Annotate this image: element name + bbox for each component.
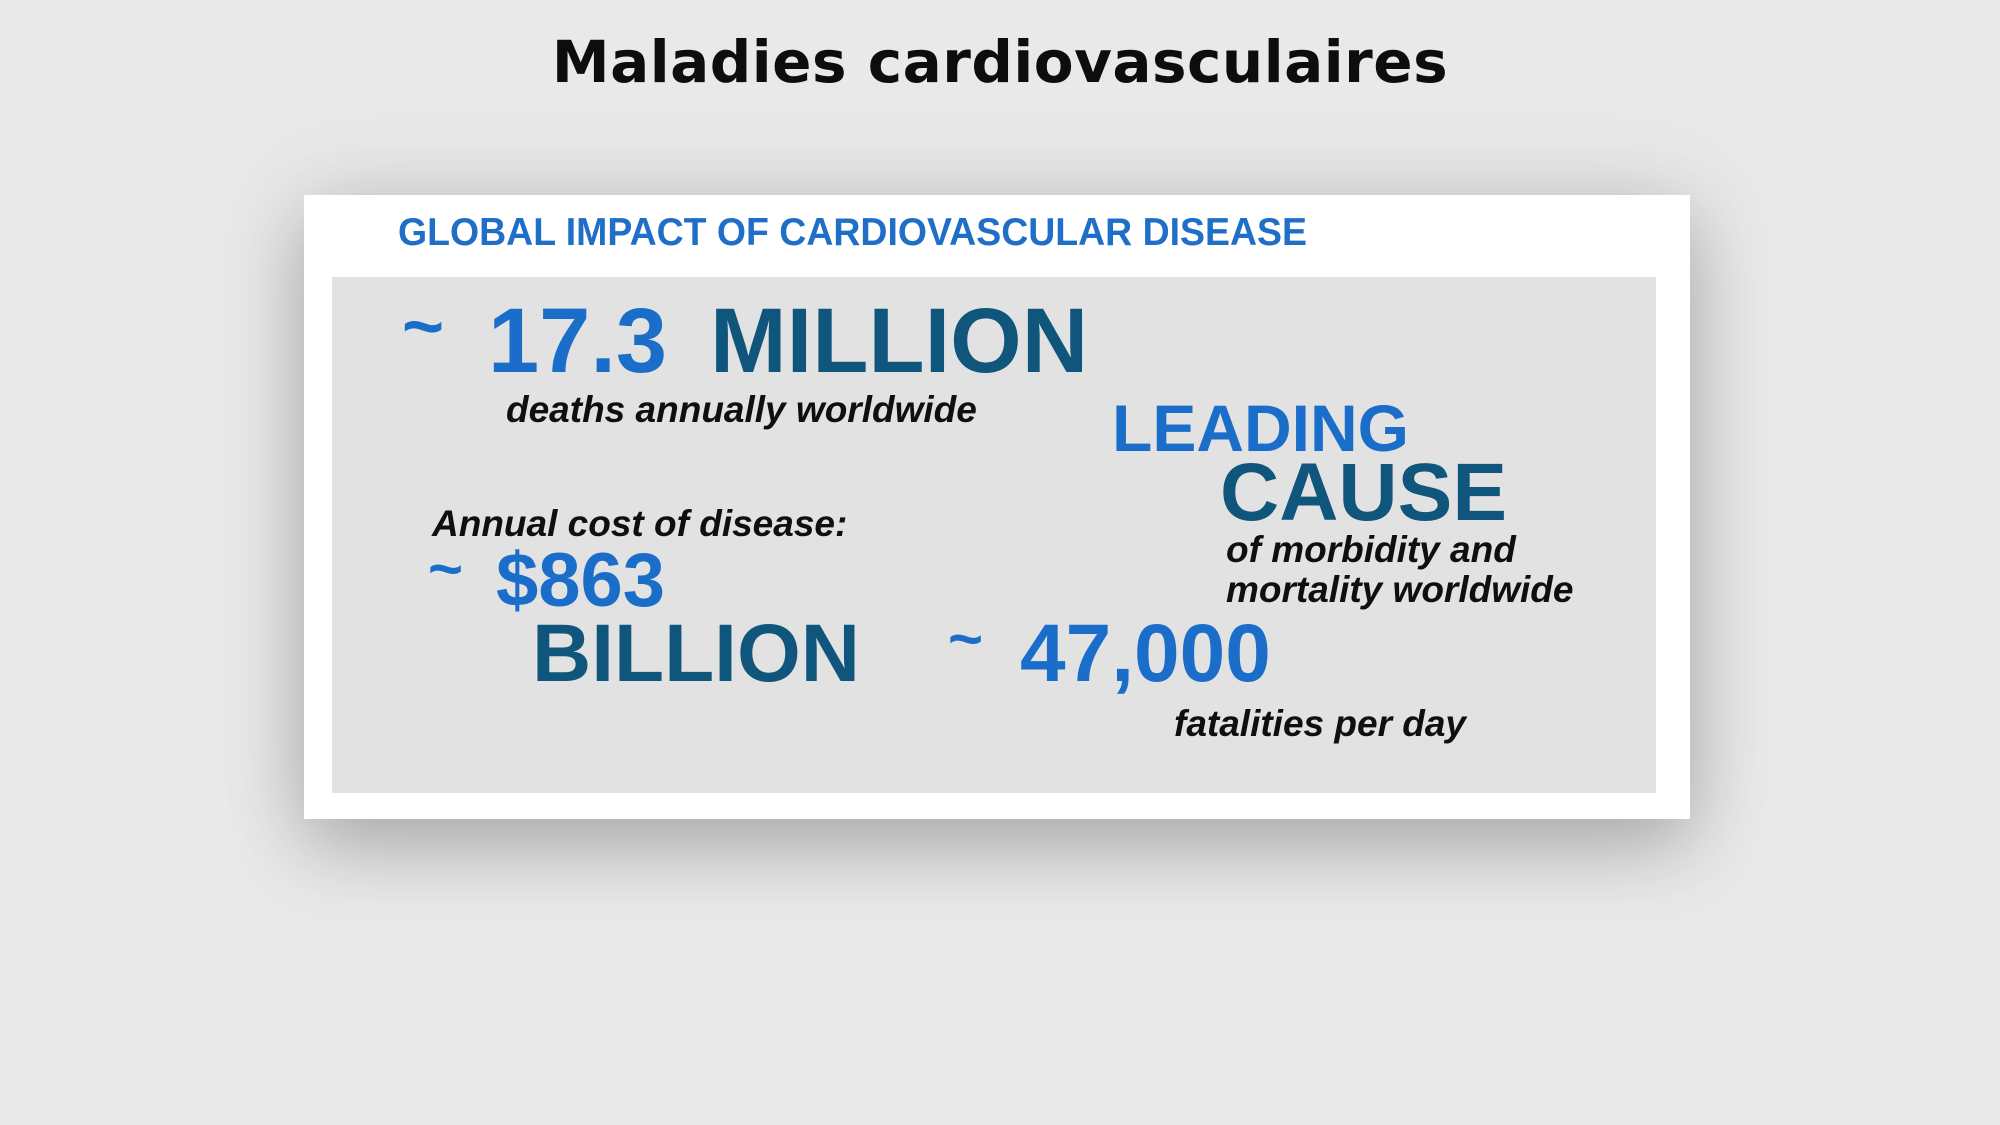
infographic-panel: ~ 17.3 MILLION deaths annually worldwide… <box>332 277 1656 793</box>
fatalities-tilde: ~ <box>948 605 984 672</box>
fatalities-value: 47,000 <box>1020 608 1271 699</box>
cost-label: Annual cost of disease: <box>432 503 848 544</box>
cost-value: $863 <box>496 538 666 623</box>
deaths-value: 17.3 <box>488 290 668 392</box>
deaths-unit: MILLION <box>710 290 1089 392</box>
deaths-caption: deaths annually worldwide <box>506 389 977 430</box>
leading-caption-line1: of morbidity and <box>1226 529 1516 570</box>
leading-caption-line2: mortality worldwide <box>1226 569 1574 610</box>
fatalities-caption: fatalities per day <box>1174 703 1467 744</box>
leading-line2: CAUSE <box>1220 447 1508 538</box>
cost-unit: BILLION <box>532 608 860 699</box>
infographic-heading: GLOBAL IMPACT OF CARDIOVASCULAR DISEASE <box>398 211 1307 254</box>
deaths-tilde: ~ <box>402 287 445 367</box>
leading-line1: LEADING <box>1112 391 1409 465</box>
slide-title: Maladies cardiovasculaires <box>551 28 1449 96</box>
infographic-card: GLOBAL IMPACT OF CARDIOVASCULAR DISEASE … <box>304 195 1690 819</box>
cost-tilde: ~ <box>428 535 464 602</box>
